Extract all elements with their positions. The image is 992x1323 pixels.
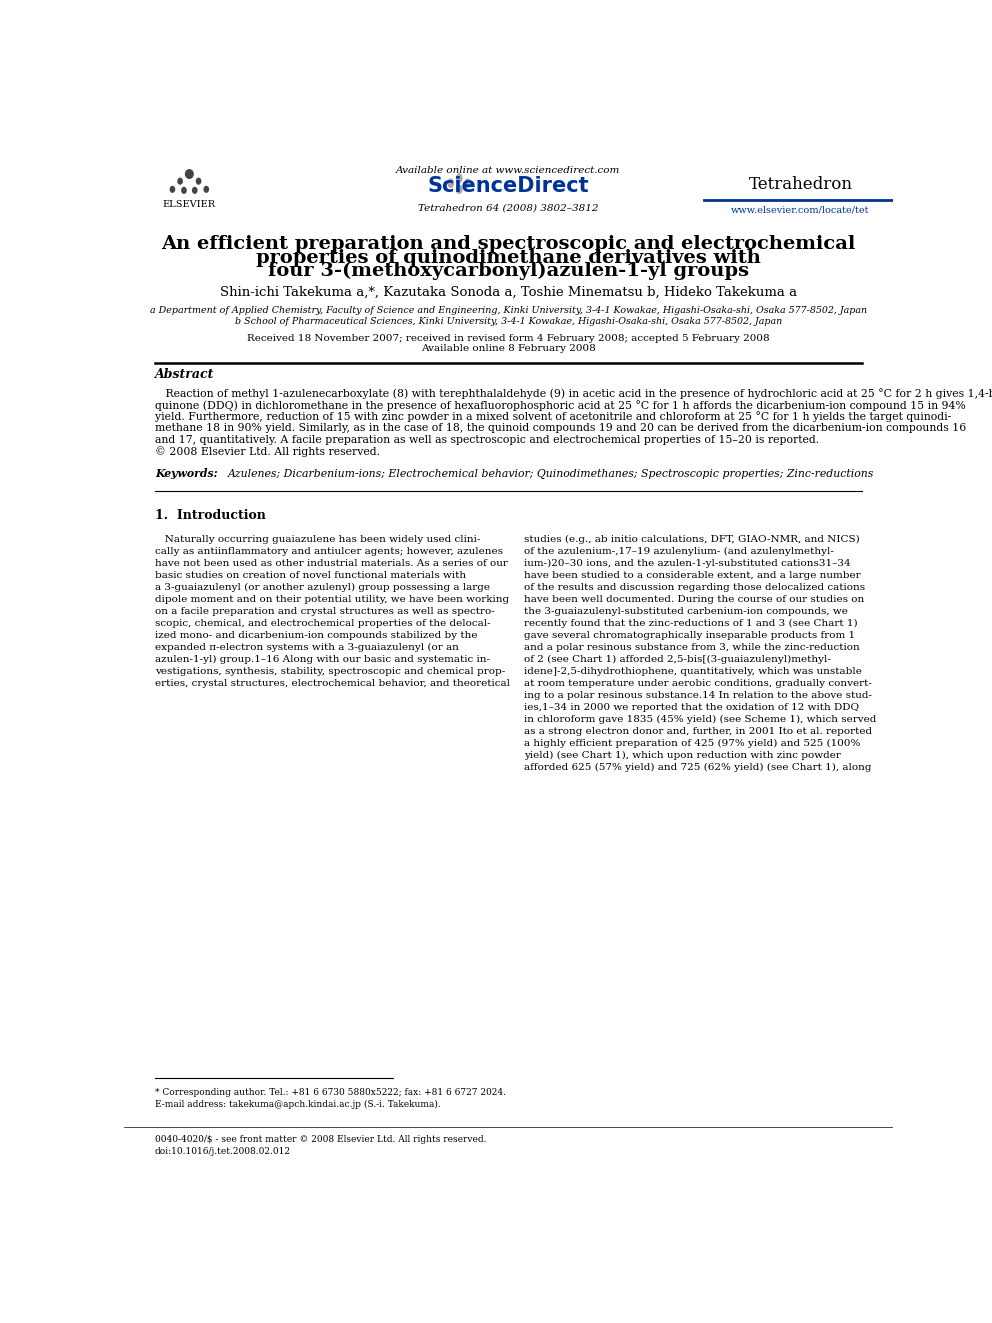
Text: studies (e.g., ab initio calculations, DFT, GIAO-NMR, and NICS): studies (e.g., ab initio calculations, D… (524, 534, 859, 544)
Text: An efficient preparation and spectroscopic and electrochemical: An efficient preparation and spectroscop… (162, 235, 855, 253)
Ellipse shape (456, 175, 462, 183)
Text: four 3-(methoxycarbonyl)azulen-1-yl groups: four 3-(methoxycarbonyl)azulen-1-yl grou… (268, 262, 749, 280)
Text: at room temperature under aerobic conditions, gradually convert-: at room temperature under aerobic condit… (524, 679, 872, 688)
Text: ScienceDirect: ScienceDirect (428, 176, 589, 196)
Text: azulen-1-yl) group.1–16 Along with our basic and systematic in-: azulen-1-yl) group.1–16 Along with our b… (155, 655, 490, 664)
Text: methane 18 in 90% yield. Similarly, as in the case of 18, the quinoid compounds : methane 18 in 90% yield. Similarly, as i… (155, 423, 966, 433)
Text: scopic, chemical, and electrochemical properties of the delocal-: scopic, chemical, and electrochemical pr… (155, 619, 490, 628)
Text: quinone (DDQ) in dichloromethane in the presence of hexafluorophosphoric acid at: quinone (DDQ) in dichloromethane in the … (155, 400, 965, 410)
Ellipse shape (465, 179, 470, 188)
Text: yield. Furthermore, reduction of 15 with zinc powder in a mixed solvent of aceto: yield. Furthermore, reduction of 15 with… (155, 411, 951, 422)
Text: dipole moment and on their potential utility, we have been working: dipole moment and on their potential uti… (155, 595, 509, 603)
Text: b School of Pharmaceutical Sciences, Kinki University, 3-4-1 Kowakae, Higashi-Os: b School of Pharmaceutical Sciences, Kin… (235, 318, 782, 327)
Text: www.elsevier.com/locate/tet: www.elsevier.com/locate/tet (731, 205, 870, 214)
Text: erties, crystal structures, electrochemical behavior, and theoretical: erties, crystal structures, electrochemi… (155, 679, 510, 688)
Text: on a facile preparation and crystal structures as well as spectro-: on a facile preparation and crystal stru… (155, 607, 494, 615)
Ellipse shape (178, 179, 183, 184)
Text: Abstract: Abstract (155, 368, 214, 381)
Text: yield) (see Chart 1), which upon reduction with zinc powder: yield) (see Chart 1), which upon reducti… (524, 751, 840, 761)
Text: 0040-4020/$ - see front matter © 2008 Elsevier Ltd. All rights reserved.: 0040-4020/$ - see front matter © 2008 El… (155, 1135, 486, 1143)
Text: © 2008 Elsevier Ltd. All rights reserved.: © 2008 Elsevier Ltd. All rights reserved… (155, 447, 380, 458)
Ellipse shape (192, 188, 196, 193)
Text: have been well documented. During the course of our studies on: have been well documented. During the co… (524, 595, 864, 603)
Text: recently found that the zinc-reductions of 1 and 3 (see Chart 1): recently found that the zinc-reductions … (524, 619, 857, 628)
Ellipse shape (448, 179, 453, 188)
Text: 1.  Introduction: 1. Introduction (155, 509, 266, 523)
Ellipse shape (171, 187, 175, 192)
Text: Tetrahedron 64 (2008) 3802–3812: Tetrahedron 64 (2008) 3802–3812 (419, 204, 598, 212)
Text: ing to a polar resinous substance.14 In relation to the above stud-: ing to a polar resinous substance.14 In … (524, 691, 872, 700)
Text: of the results and discussion regarding those delocalized cations: of the results and discussion regarding … (524, 582, 865, 591)
Text: of the azulenium-,17–19 azulenylium- (and azulenylmethyl-: of the azulenium-,17–19 azulenylium- (an… (524, 546, 833, 556)
Text: expanded π-electron systems with a 3-guaiazulenyl (or an: expanded π-electron systems with a 3-gua… (155, 643, 458, 652)
Text: Available online 8 February 2008: Available online 8 February 2008 (421, 344, 596, 353)
Text: Naturally occurring guaiazulene has been widely used clini-: Naturally occurring guaiazulene has been… (155, 534, 480, 544)
Ellipse shape (182, 188, 186, 193)
Ellipse shape (456, 185, 462, 193)
Text: properties of quinodimethane derivatives with: properties of quinodimethane derivatives… (256, 249, 761, 266)
Text: idene]-2,5-dihydrothiophene, quantitatively, which was unstable: idene]-2,5-dihydrothiophene, quantitativ… (524, 667, 862, 676)
Text: gave several chromatographically inseparable products from 1: gave several chromatographically insepar… (524, 631, 855, 640)
Text: cally as antiinflammatory and antiulcer agents; however, azulenes: cally as antiinflammatory and antiulcer … (155, 546, 503, 556)
Text: basic studies on creation of novel functional materials with: basic studies on creation of novel funct… (155, 570, 466, 579)
Text: Received 18 November 2007; received in revised form 4 February 2008; accepted 5 : Received 18 November 2007; received in r… (247, 333, 770, 343)
Text: Available online at www.sciencedirect.com: Available online at www.sciencedirect.co… (396, 167, 621, 176)
Text: E-mail address: takekuma@apch.kindai.ac.jp (S.-i. Takekuma).: E-mail address: takekuma@apch.kindai.ac.… (155, 1099, 440, 1109)
Text: ized mono- and dicarbenium-ion compounds stabilized by the: ized mono- and dicarbenium-ion compounds… (155, 631, 477, 640)
Text: the 3-guaiazulenyl-substituted carbenium-ion compounds, we: the 3-guaiazulenyl-substituted carbenium… (524, 607, 847, 615)
Text: have not been used as other industrial materials. As a series of our: have not been used as other industrial m… (155, 558, 508, 568)
Text: have been studied to a considerable extent, and a large number: have been studied to a considerable exte… (524, 570, 860, 579)
Text: a 3-guaiazulenyl (or another azulenyl) group possessing a large: a 3-guaiazulenyl (or another azulenyl) g… (155, 582, 490, 591)
Text: and a polar resinous substance from 3, while the zinc-reduction: and a polar resinous substance from 3, w… (524, 643, 859, 652)
Text: Azulenes; Dicarbenium-ions; Electrochemical behavior; Quinodimethanes; Spectrosc: Azulenes; Dicarbenium-ions; Electrochemi… (228, 468, 874, 479)
Text: Reaction of methyl 1-azulenecarboxylate (8) with terephthalaldehyde (9) in aceti: Reaction of methyl 1-azulenecarboxylate … (155, 388, 992, 398)
Text: ies,1–34 in 2000 we reported that the oxidation of 12 with DDQ: ies,1–34 in 2000 we reported that the ox… (524, 703, 859, 712)
Text: doi:10.1016/j.tet.2008.02.012: doi:10.1016/j.tet.2008.02.012 (155, 1147, 291, 1156)
Text: vestigations, synthesis, stability, spectroscopic and chemical prop-: vestigations, synthesis, stability, spec… (155, 667, 505, 676)
Text: and 17, quantitatively. A facile preparation as well as spectroscopic and electr: and 17, quantitatively. A facile prepara… (155, 435, 818, 445)
Text: * Corresponding author. Tel.: +81 6 6730 5880x5222; fax: +81 6 6727 2024.: * Corresponding author. Tel.: +81 6 6730… (155, 1088, 506, 1097)
Text: ELSEVIER: ELSEVIER (163, 200, 216, 209)
Text: afforded 625 (57% yield) and 725 (62% yield) (see Chart 1), along: afforded 625 (57% yield) and 725 (62% yi… (524, 763, 871, 773)
Text: Tetrahedron: Tetrahedron (749, 176, 852, 193)
Text: of 2 (see Chart 1) afforded 2,5-bis[(3-guaiazulenyl)methyl-: of 2 (see Chart 1) afforded 2,5-bis[(3-g… (524, 655, 830, 664)
Text: ium-)20–30 ions, and the azulen-1-yl-substituted cations31–34: ium-)20–30 ions, and the azulen-1-yl-sub… (524, 558, 850, 568)
Ellipse shape (196, 179, 200, 184)
Text: as a strong electron donor and, further, in 2001 Ito et al. reported: as a strong electron donor and, further,… (524, 728, 872, 736)
Text: Keywords:: Keywords: (155, 468, 217, 479)
Ellipse shape (186, 169, 193, 179)
Ellipse shape (204, 187, 208, 192)
Text: in chloroform gave 1835 (45% yield) (see Scheme 1), which served: in chloroform gave 1835 (45% yield) (see… (524, 714, 876, 724)
Text: Shin-ichi Takekuma a,*, Kazutaka Sonoda a, Toshie Minematsu b, Hideko Takekuma a: Shin-ichi Takekuma a,*, Kazutaka Sonoda … (220, 286, 797, 299)
Text: a highly efficient preparation of 425 (97% yield) and 525 (100%: a highly efficient preparation of 425 (9… (524, 740, 860, 747)
Text: a Department of Applied Chemistry, Faculty of Science and Engineering, Kinki Uni: a Department of Applied Chemistry, Facul… (150, 306, 867, 315)
